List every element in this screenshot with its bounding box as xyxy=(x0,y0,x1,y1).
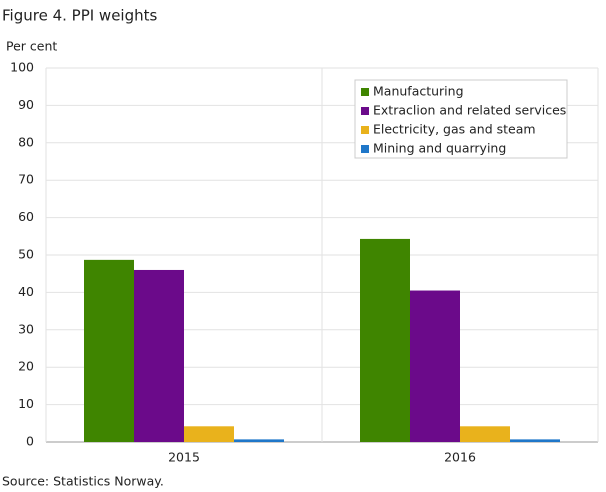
bar xyxy=(234,439,284,442)
y-tick-label: 0 xyxy=(26,434,34,449)
bar xyxy=(410,290,460,442)
bar xyxy=(510,439,560,442)
bar xyxy=(84,259,134,442)
legend-swatch xyxy=(361,145,369,153)
legend-label: Manufacturing xyxy=(373,84,464,99)
legend-swatch xyxy=(361,107,369,115)
legend-label: Electricity, gas and steam xyxy=(373,122,536,137)
y-axis-label: Per cent xyxy=(6,39,57,54)
legend-box xyxy=(354,79,568,159)
y-tick-label: 10 xyxy=(18,396,34,411)
chart-title: Figure 4. PPI weights xyxy=(2,7,158,25)
legend-label: Mining and quarrying xyxy=(373,141,506,156)
y-tick-label: 50 xyxy=(18,247,34,262)
legend-swatch xyxy=(361,126,369,134)
y-tick-label: 60 xyxy=(18,209,34,224)
legend-swatch xyxy=(361,88,369,96)
y-tick-label: 90 xyxy=(18,97,34,112)
y-tick-label: 30 xyxy=(18,321,34,336)
y-tick-label: 80 xyxy=(18,134,34,149)
y-tick-label: 70 xyxy=(18,172,34,187)
x-tick-label: 2016 xyxy=(444,450,476,465)
y-tick-label: 100 xyxy=(10,60,34,75)
bar xyxy=(134,269,184,442)
y-tick-label: 20 xyxy=(18,359,34,374)
x-tick-label: 2015 xyxy=(168,450,200,465)
bar xyxy=(184,426,234,442)
source: Source: Statistics Norway. xyxy=(2,474,164,489)
legend-label: Extraclion and related services xyxy=(373,103,566,118)
bar xyxy=(360,238,410,442)
bar xyxy=(460,426,510,442)
y-tick-label: 40 xyxy=(18,284,34,299)
